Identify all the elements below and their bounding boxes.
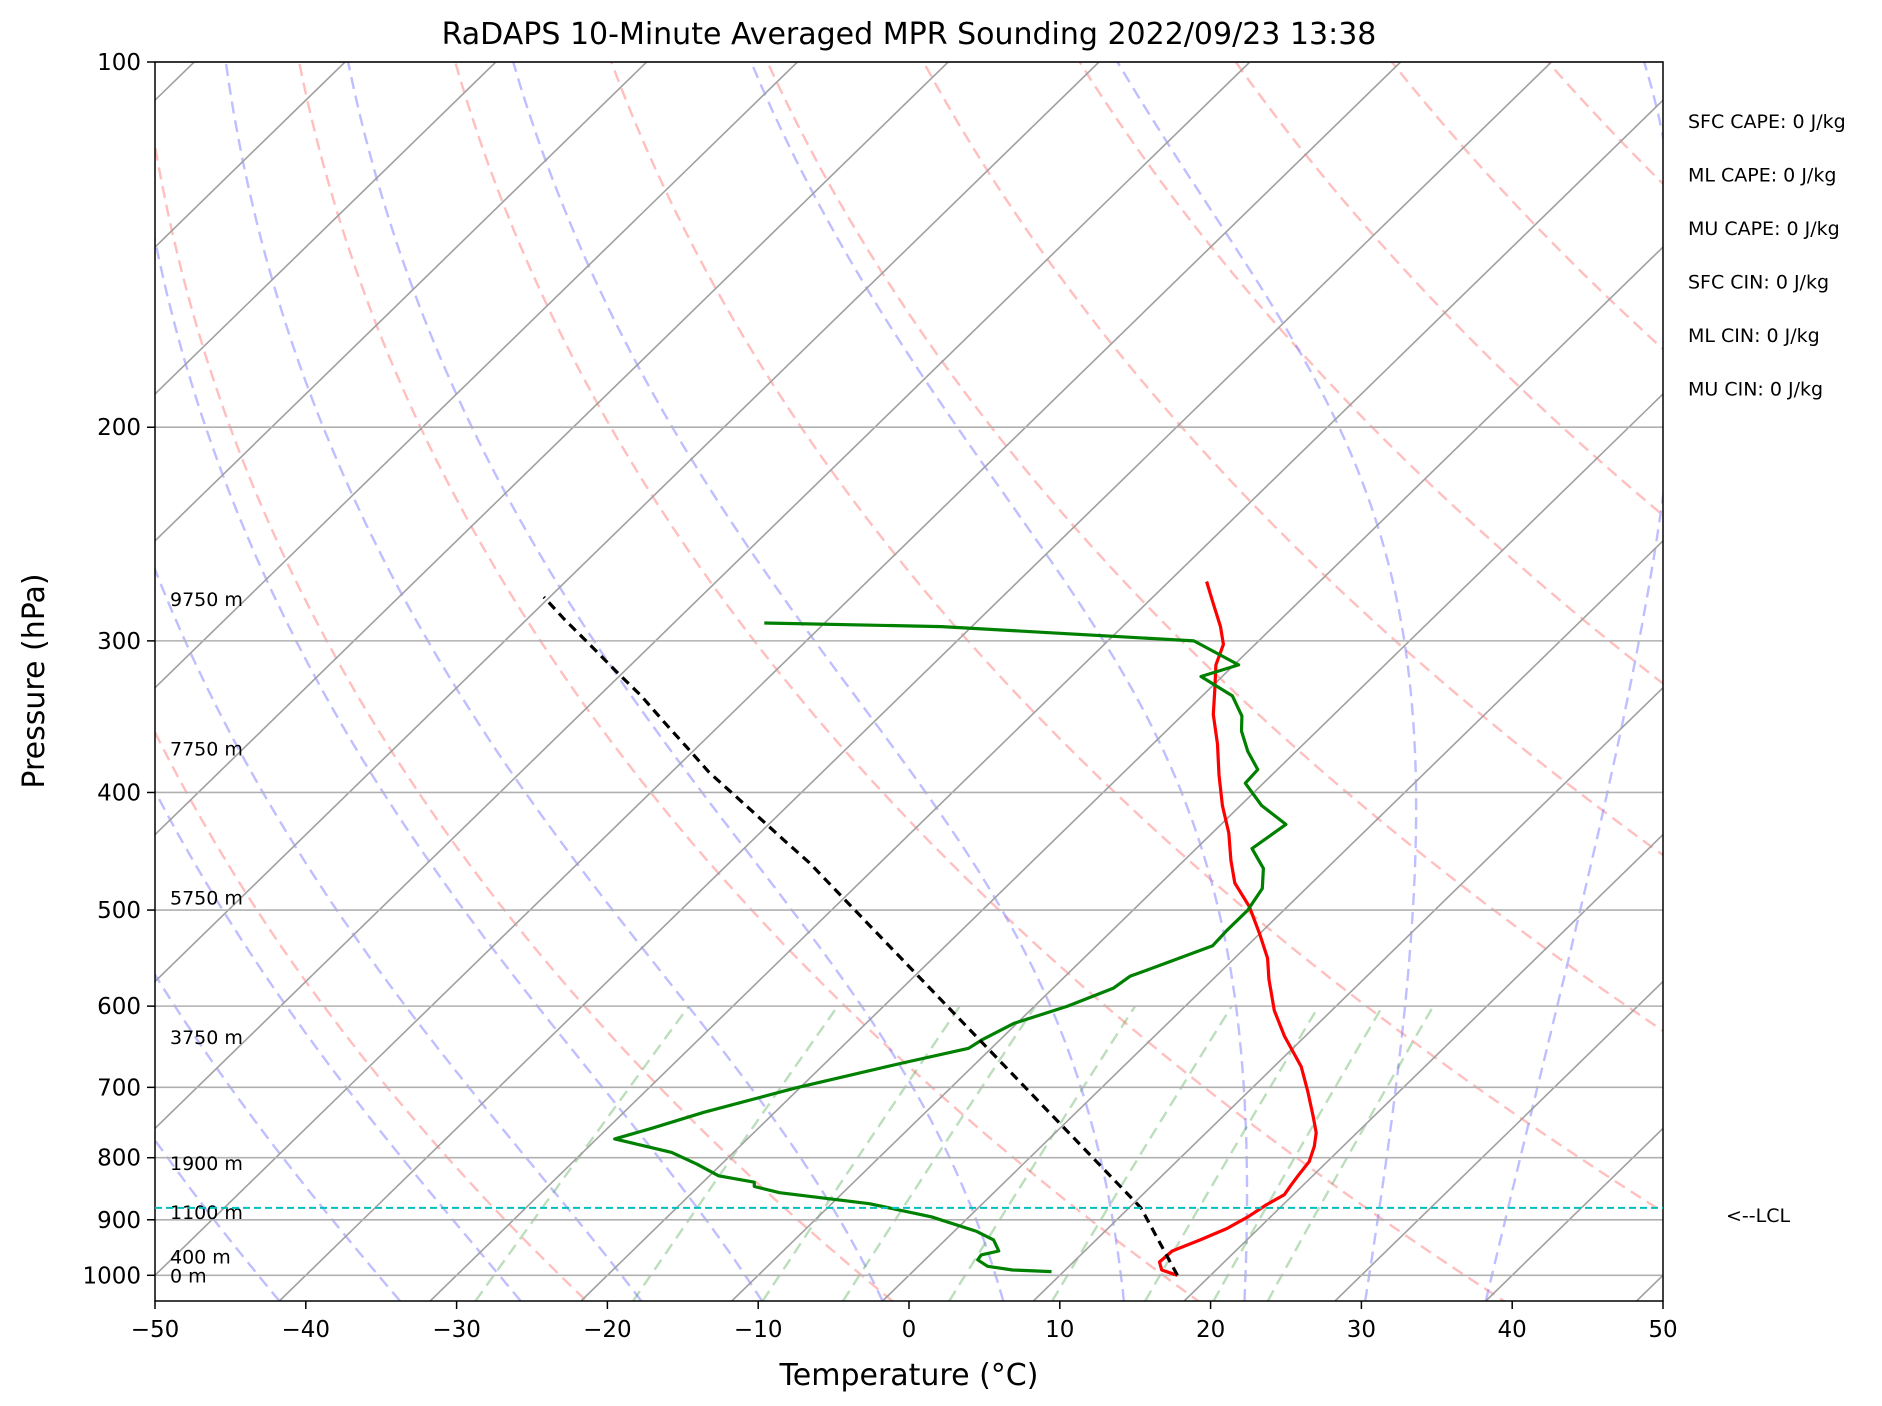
height-label: 0 m [170,1265,207,1287]
isotherm [155,62,1100,983]
height-label: 3750 m [170,1027,243,1049]
x-tick-label: −10 [734,1317,783,1343]
moist-adiabat [1116,62,1418,1301]
y-tick-label: 800 [97,1146,141,1172]
indices-panel: SFC CAPE: 0 J/kg ML CAPE: 0 J/kg MU CAPE: … [1688,111,1846,401]
lcl-group: <--LCL [155,1205,1790,1227]
x-tick-label: −50 [131,1317,180,1343]
x-axis-label: Temperature (°C) [779,1358,1039,1393]
x-tick-label: 30 [1347,1317,1376,1343]
moist-adiabat [1484,62,1663,1301]
moist-adiabat [155,788,522,1301]
isotherm [882,539,1663,1301]
x-tick-label: 20 [1196,1317,1225,1343]
dry-adiabat [610,62,1663,1214]
x-tick-label: 0 [902,1317,917,1343]
y-tick-label: 400 [97,780,141,806]
isotherm [429,99,1663,1301]
background-lines [155,62,1882,1326]
dry-adiabat [155,729,589,1301]
dry-adiabat [155,138,895,1301]
index-label: SFC CIN: 0 J/kg [1688,272,1829,294]
isotherm [1636,1274,1663,1301]
dry-adiabat [1860,62,1882,1326]
mixing-ratio-line [1051,1005,1233,1301]
index-label: ML CAPE: 0 J/kg [1688,165,1836,187]
isotherm [155,62,1251,1130]
index-label: SFC CAPE: 0 J/kg [1688,111,1846,133]
y-tick-label: 900 [97,1208,141,1234]
x-tick-label: 50 [1648,1317,1677,1343]
height-label: 1100 m [170,1202,243,1224]
isotherm [155,62,798,689]
moist-adiabat [224,62,884,1301]
dry-adiabat [922,62,1663,857]
x-axis: −50 −40 −30 −20 −10 0 10 20 30 40 50 [131,1301,1678,1343]
dry-adiabat [1078,62,1663,686]
y-tick-label: 300 [97,629,141,655]
height-label: 400 m [170,1247,231,1269]
dry-adiabat [1390,62,1663,351]
index-label: MU CIN: 0 J/kg [1688,379,1823,401]
isotherm [1032,686,1663,1301]
index-label: MU CAPE: 0 J/kg [1688,218,1840,240]
moist-adiabat [346,62,1005,1301]
height-label: 9750 m [170,589,243,611]
moist-adiabat [155,972,401,1301]
index-label: ML CIN: 0 J/kg [1688,325,1820,347]
isotherm [1334,980,1663,1301]
isotherm [580,245,1663,1301]
y-tick-label: 1000 [82,1263,141,1289]
y-axis: 100 200 300 400 500 600 700 800 900 1000 [82,50,155,1289]
isotherm [1183,833,1663,1301]
moist-adiabat [155,566,643,1301]
isotherm [1485,1127,1663,1301]
series-line-0 [1157,581,1318,1277]
series-line-1 [613,621,1288,1274]
dry-adiabat [454,62,1507,1301]
dry-adiabat [1234,62,1663,517]
moist-adiabat [749,62,1249,1301]
mixing-ratio-line [761,1005,961,1301]
moist-adiabat [155,234,764,1301]
chart-title: RaDAPS 10-Minute Averaged MPR Sounding 2… [442,17,1377,52]
moist-adiabat [512,62,1126,1301]
lcl-label: <--LCL [1726,1205,1790,1227]
mixing-ratio-line [841,1005,1037,1301]
isotherm [278,62,1552,1301]
mixing-ratio-line [948,1005,1137,1301]
isotherm [155,62,949,836]
y-tick-label: 100 [97,50,141,76]
y-tick-label: 500 [97,898,141,924]
x-tick-label: −30 [432,1317,481,1343]
series-group [542,581,1318,1277]
x-tick-label: −40 [282,1317,331,1343]
dry-adiabat [1547,62,1663,186]
height-label: 7750 m [170,739,243,761]
series-line-2 [542,595,1179,1277]
y-axis-label: Pressure (hPa) [17,573,52,788]
isotherm [155,62,1402,1277]
height-label: 1900 m [170,1153,243,1175]
grid-lines [155,61,1663,1277]
x-tick-label: 40 [1498,1317,1527,1343]
height-label: 5750 m [170,887,243,909]
dry-adiabat [297,62,1201,1301]
mixing-ratio-line [632,1005,839,1301]
isotherm [731,392,1663,1301]
x-tick-label: 10 [1045,1317,1074,1343]
dry-adiabat [766,62,1663,1033]
mixing-ratio-line [1212,1005,1384,1301]
height-labels: 9750 m 7750 m 5750 m 3750 m 1900 m 1100 m 400 … [170,589,243,1287]
x-tick-label: −20 [583,1317,632,1343]
y-tick-label: 200 [97,415,141,441]
y-tick-label: 600 [97,994,141,1020]
isotherm [155,62,497,396]
dry-adiabat [1704,62,1882,1326]
isotherm [155,62,648,542]
y-tick-label: 700 [97,1075,141,1101]
